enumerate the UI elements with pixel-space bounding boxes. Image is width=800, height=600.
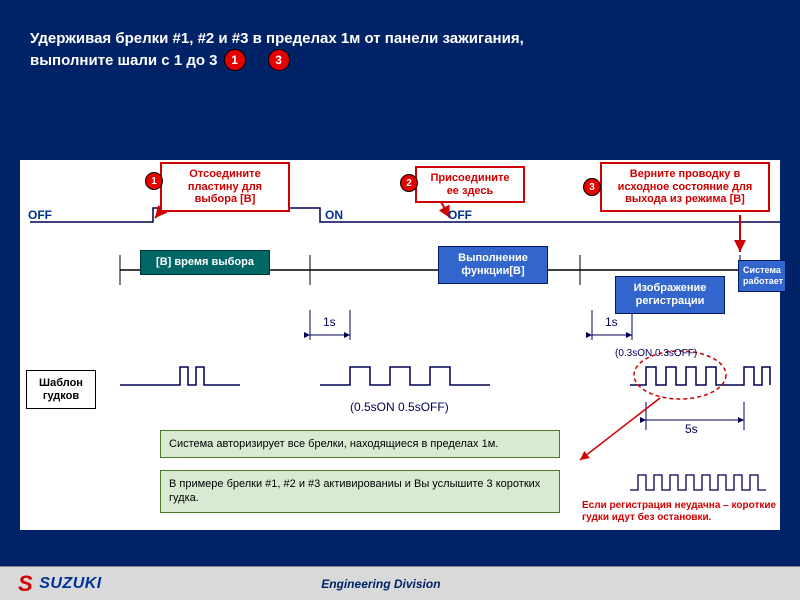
title-line2-prefix: выполните шали с 1 до 3 xyxy=(30,50,218,71)
step2-circle: 2 xyxy=(400,174,418,192)
step3-text: Верните проводку в исходное состояние дл… xyxy=(618,168,753,205)
step2-text: Присоедините ее здесь xyxy=(431,172,510,197)
step1-circle: 1 xyxy=(145,172,163,190)
step2-box: Присоедините ее здесь xyxy=(415,166,525,203)
phase-reg: Изображение регистрации xyxy=(615,276,725,314)
step3-box: Верните проводку в исходное состояние дл… xyxy=(600,162,770,212)
logo-s-icon: S xyxy=(18,571,33,597)
beep-timing2-label: (0.3sON 0.3sOFF) xyxy=(615,348,697,359)
phase-exec: Выполнение функции[B] xyxy=(438,246,548,284)
title-block: Удерживая брелки #1, #2 и #3 в пределах … xyxy=(0,0,800,81)
state-off-1: OFF xyxy=(28,208,52,222)
phase-sys: Система работает xyxy=(738,260,786,292)
brand-logo: S SUZUKI xyxy=(0,571,102,597)
note-2: В примере брелки #1, #2 и #3 активирован… xyxy=(160,470,560,513)
brand-name: SUZUKI xyxy=(39,575,102,593)
phase-select: [B] время выбора xyxy=(140,250,270,275)
step3-circle: 3 xyxy=(583,178,601,196)
interval-5s: 5s xyxy=(685,422,698,436)
beep-timing-label: (0.5sON 0.5sOFF) xyxy=(350,400,449,414)
footer-division: Engineering Division xyxy=(102,577,660,591)
step1-text: Отсоедините пластину для выбора [B] xyxy=(188,168,262,205)
title-circle-3: 3 xyxy=(268,49,290,71)
title-line2: выполните шали с 1 до 3 1 3 xyxy=(30,49,770,71)
fail-note: Если регистрация неудачна – короткие гуд… xyxy=(582,500,782,524)
title-line1: Удерживая брелки #1, #2 и #3 в пределах … xyxy=(30,28,770,49)
state-off-2: OFF xyxy=(448,208,472,222)
interval-1s-a: 1s xyxy=(323,315,336,329)
step1-box: Отсоедините пластину для выбора [B] xyxy=(160,162,290,212)
title-circle-1: 1 xyxy=(224,49,246,71)
diagram-panel: OFF ON OFF Отсоедините пластину для выбо… xyxy=(20,160,780,530)
template-box: Шаблон гудков xyxy=(26,370,96,409)
state-on: ON xyxy=(325,208,343,222)
note-1: Система авторизирует все брелки, находящ… xyxy=(160,430,560,458)
footer: S SUZUKI Engineering Division xyxy=(0,566,800,600)
interval-1s-b: 1s xyxy=(605,315,618,329)
